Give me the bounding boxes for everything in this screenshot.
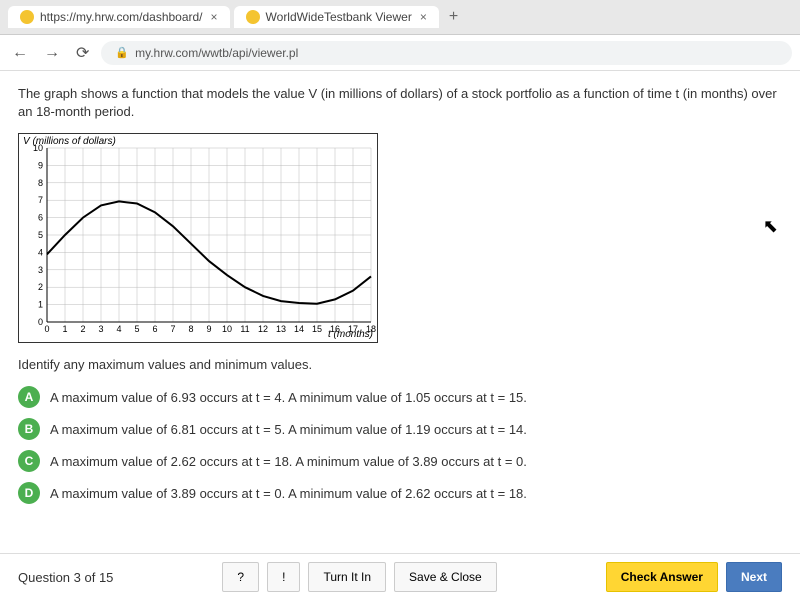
option-d[interactable]: D A maximum value of 3.89 occurs at t = 0… xyxy=(18,482,782,504)
option-text: A maximum value of 2.62 occurs at t = 18… xyxy=(50,454,527,469)
svg-text:1: 1 xyxy=(62,324,67,334)
svg-text:5: 5 xyxy=(134,324,139,334)
option-badge: C xyxy=(18,450,40,472)
footer-left-buttons: ? ! Turn It In Save & Close xyxy=(222,562,496,592)
svg-text:10: 10 xyxy=(222,324,232,334)
new-tab-button[interactable]: + xyxy=(449,8,458,26)
svg-text:7: 7 xyxy=(38,196,43,206)
tab-testbank[interactable]: WorldWideTestbank Viewer × xyxy=(234,6,439,28)
favicon-icon xyxy=(246,10,260,24)
reload-button[interactable]: ⟳ xyxy=(72,39,93,67)
svg-text:12: 12 xyxy=(258,324,268,334)
svg-text:0: 0 xyxy=(44,324,49,334)
svg-text:4: 4 xyxy=(116,324,121,334)
svg-text:2: 2 xyxy=(80,324,85,334)
tab-title: https://my.hrw.com/dashboard/ xyxy=(40,10,203,24)
function-graph: 0123456789101112131415161718012345678910 xyxy=(19,134,379,344)
svg-text:8: 8 xyxy=(38,178,43,188)
tab-title: WorldWideTestbank Viewer xyxy=(266,10,412,24)
option-badge: A xyxy=(18,386,40,408)
forward-button[interactable]: → xyxy=(40,40,64,66)
options-list: A A maximum value of 6.93 occurs at t = 4… xyxy=(18,386,782,504)
check-answer-button[interactable]: Check Answer xyxy=(606,562,718,592)
cursor-icon: ⬉ xyxy=(763,216,778,237)
svg-text:3: 3 xyxy=(38,265,43,275)
browser-tab-strip: https://my.hrw.com/dashboard/ × WorldWid… xyxy=(0,0,800,35)
footer-bar: Question 3 of 15 ? ! Turn It In Save & C… xyxy=(0,553,800,600)
svg-text:4: 4 xyxy=(38,248,43,258)
option-badge: B xyxy=(18,418,40,440)
footer-right-buttons: Check Answer Next xyxy=(606,562,782,592)
svg-text:9: 9 xyxy=(206,324,211,334)
url-text: my.hrw.com/wwtb/api/viewer.pl xyxy=(135,46,298,60)
close-icon[interactable]: × xyxy=(420,10,427,24)
svg-text:5: 5 xyxy=(38,230,43,240)
svg-text:7: 7 xyxy=(170,324,175,334)
svg-text:6: 6 xyxy=(152,324,157,334)
next-button[interactable]: Next xyxy=(726,562,782,592)
svg-text:3: 3 xyxy=(98,324,103,334)
option-text: A maximum value of 6.81 occurs at t = 5.… xyxy=(50,422,527,437)
option-c[interactable]: C A maximum value of 2.62 occurs at t = 1… xyxy=(18,450,782,472)
option-text: A maximum value of 3.89 occurs at t = 0.… xyxy=(50,486,527,501)
close-icon[interactable]: × xyxy=(211,10,218,24)
flag-button[interactable]: ! xyxy=(267,562,300,592)
svg-text:0: 0 xyxy=(38,317,43,327)
lock-icon: 🔒 xyxy=(115,46,129,59)
back-button[interactable]: ← xyxy=(8,40,32,66)
x-axis-label: t (months) xyxy=(328,329,373,340)
svg-text:2: 2 xyxy=(38,283,43,293)
svg-text:8: 8 xyxy=(188,324,193,334)
save-close-button[interactable]: Save & Close xyxy=(394,562,497,592)
turn-in-button[interactable]: Turn It In xyxy=(308,562,386,592)
question-stem: The graph shows a function that models t… xyxy=(18,85,782,121)
url-bar[interactable]: 🔒 my.hrw.com/wwtb/api/viewer.pl xyxy=(101,41,792,65)
help-button[interactable]: ? xyxy=(222,562,259,592)
nav-bar: ← → ⟳ 🔒 my.hrw.com/wwtb/api/viewer.pl xyxy=(0,35,800,71)
instruction-text: Identify any maximum values and minimum … xyxy=(18,357,782,372)
svg-text:6: 6 xyxy=(38,213,43,223)
option-a[interactable]: A A maximum value of 6.93 occurs at t = 4… xyxy=(18,386,782,408)
option-b[interactable]: B A maximum value of 6.81 occurs at t = 5… xyxy=(18,418,782,440)
svg-text:9: 9 xyxy=(38,161,43,171)
tab-dashboard[interactable]: https://my.hrw.com/dashboard/ × xyxy=(8,6,230,28)
svg-text:1: 1 xyxy=(38,300,43,310)
graph-container: 0123456789101112131415161718012345678910… xyxy=(18,133,378,343)
svg-text:13: 13 xyxy=(276,324,286,334)
y-axis-label: V (millions of dollars) xyxy=(23,136,116,147)
question-counter: Question 3 of 15 xyxy=(18,570,113,585)
svg-text:11: 11 xyxy=(240,324,249,334)
favicon-icon xyxy=(20,10,34,24)
svg-text:15: 15 xyxy=(312,324,322,334)
svg-text:14: 14 xyxy=(294,324,304,334)
main-content: The graph shows a function that models t… xyxy=(0,71,800,600)
option-badge: D xyxy=(18,482,40,504)
option-text: A maximum value of 6.93 occurs at t = 4.… xyxy=(50,390,527,405)
